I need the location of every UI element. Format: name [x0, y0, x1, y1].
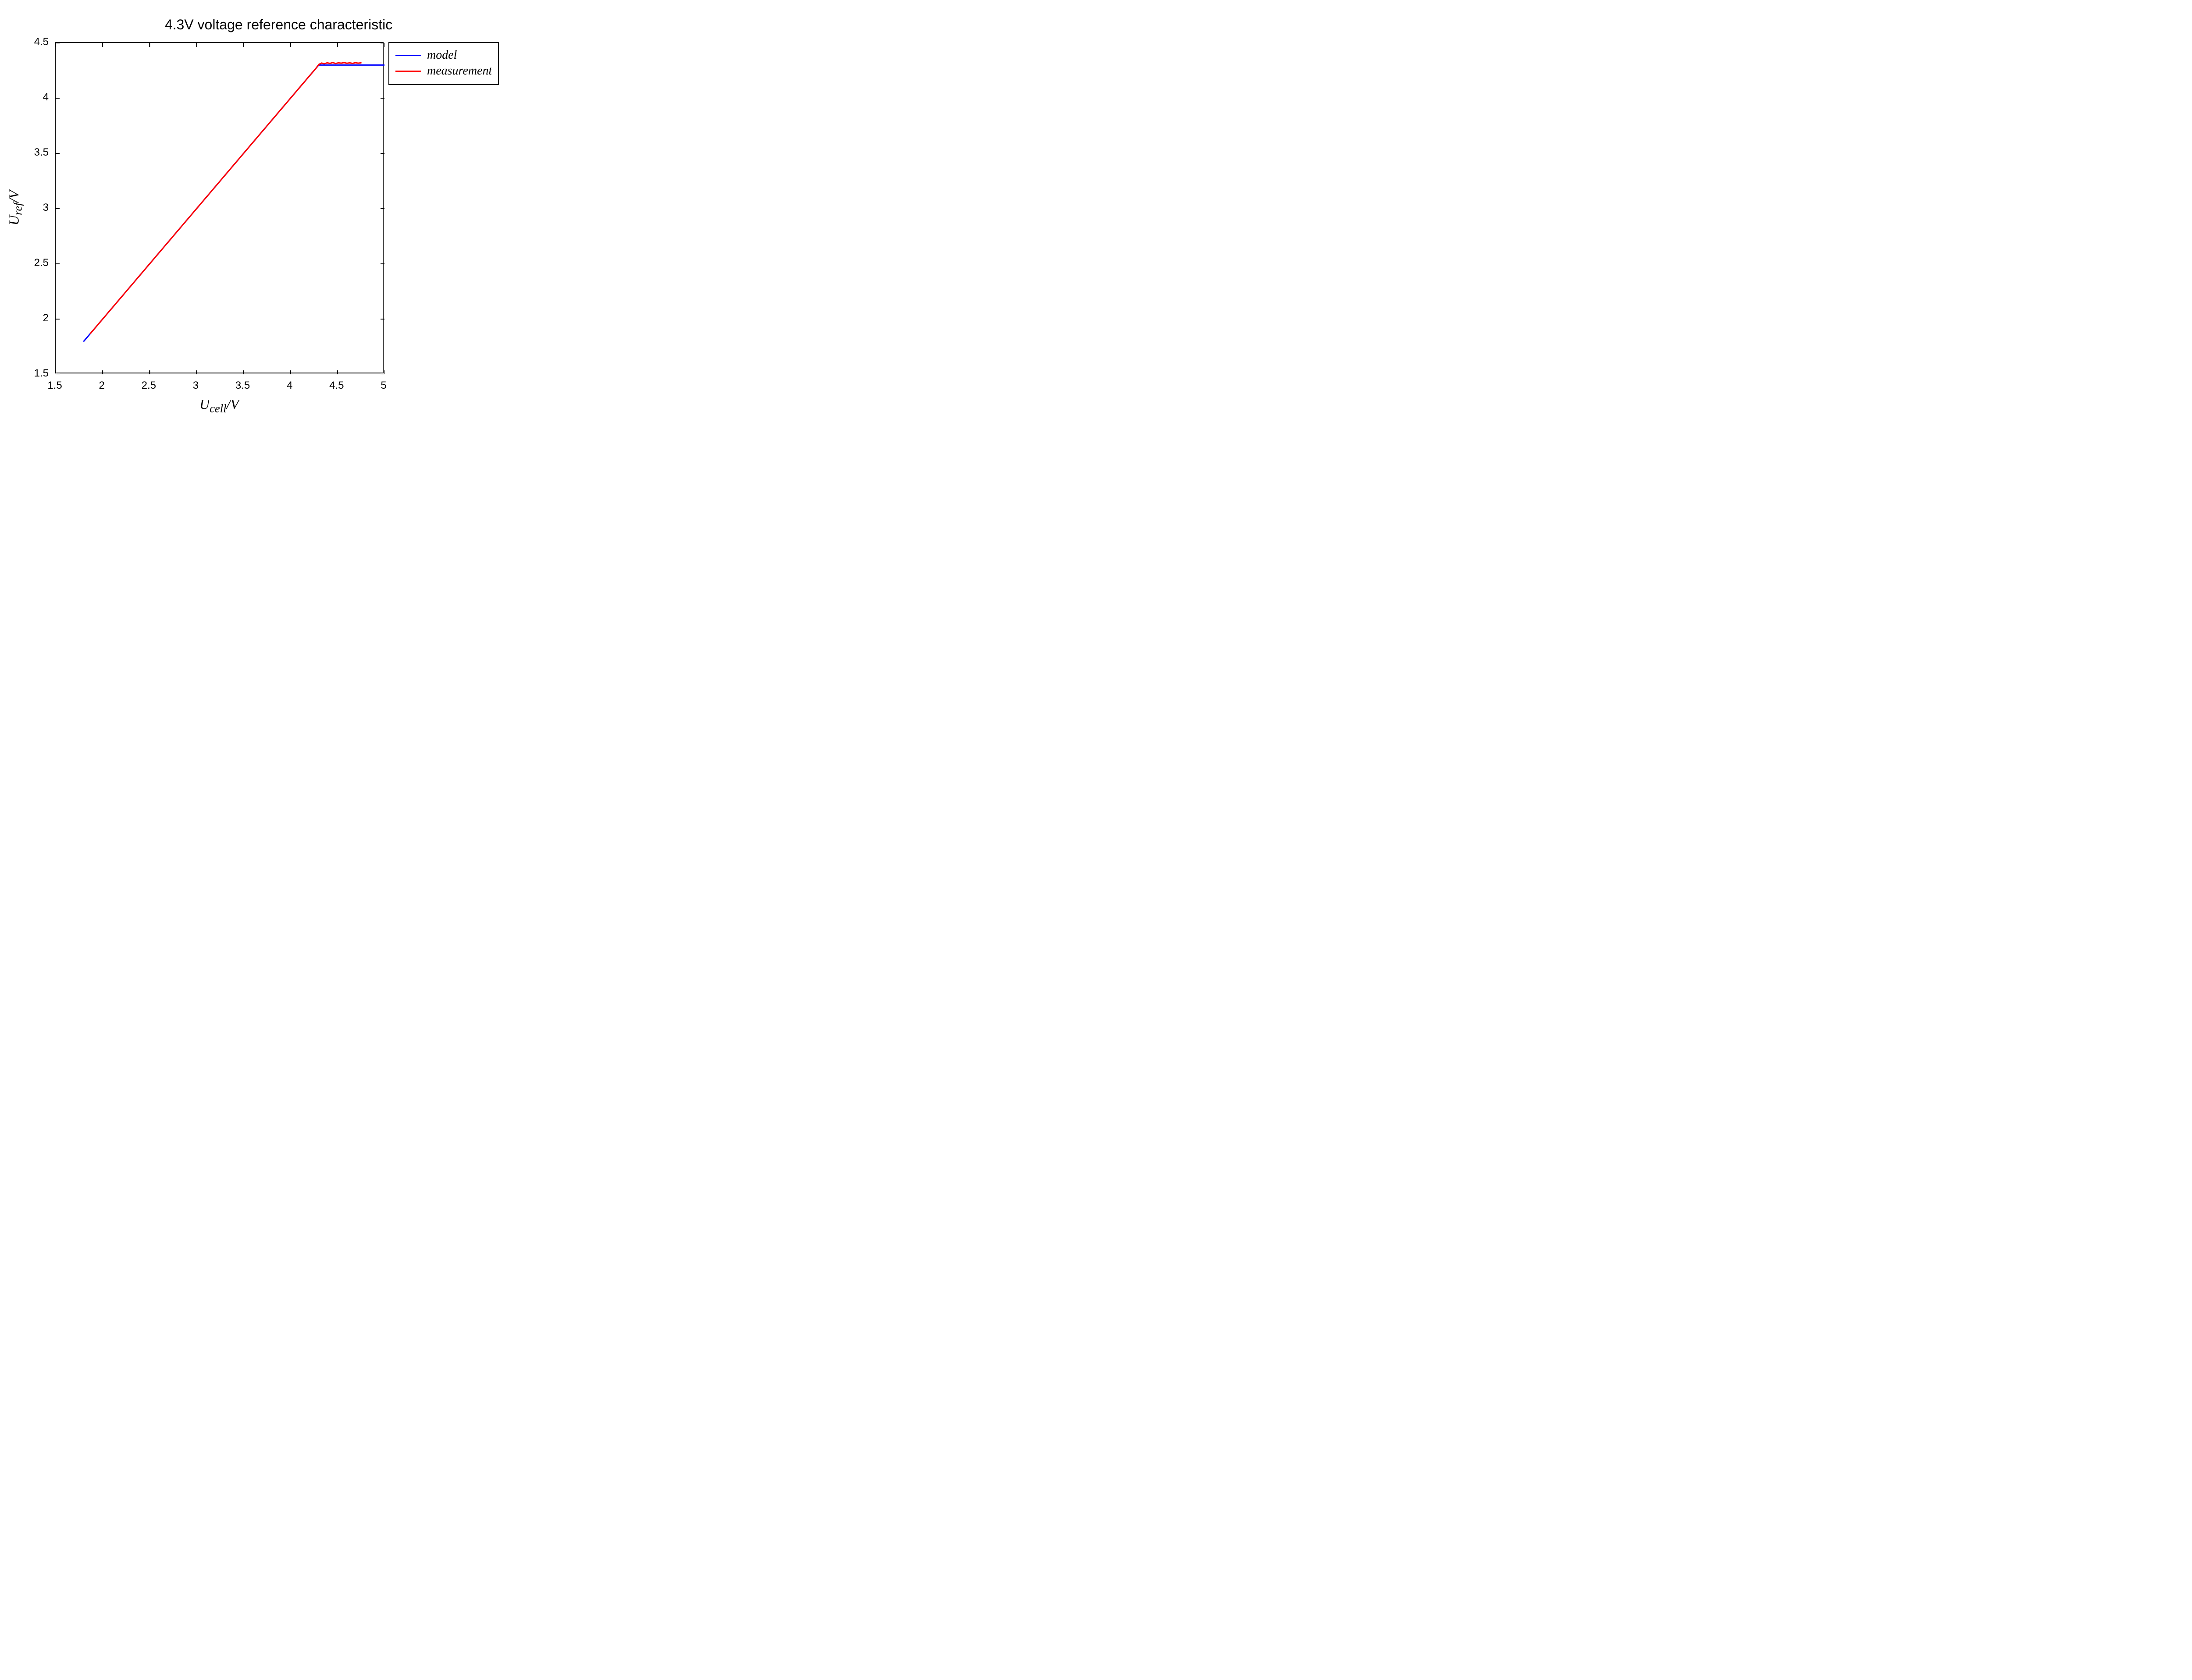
y-tick-label: 3 — [43, 202, 49, 214]
x-tick-label: 3 — [193, 380, 199, 392]
x-tick-label: 4.5 — [329, 380, 344, 392]
x-tick-label: 2 — [99, 380, 104, 392]
x-axis-label: Ucell/V — [199, 396, 239, 415]
plot-svg — [56, 43, 384, 374]
chart-container: 4.3V voltage reference characteristic Uc… — [0, 0, 557, 420]
x-tick-label: 2.5 — [142, 380, 156, 392]
legend-item: measurement — [395, 64, 492, 78]
x-tick-label: 5 — [381, 380, 386, 392]
chart-title: 4.3V voltage reference characteristic — [0, 17, 557, 33]
legend: model measurement — [388, 42, 499, 85]
plot-area — [55, 42, 384, 373]
series-measurement — [90, 63, 361, 334]
y-tick-label: 3.5 — [34, 146, 49, 159]
y-axis-label: Uref/V — [6, 190, 25, 225]
legend-swatch — [395, 55, 421, 56]
y-tick-label: 1.5 — [34, 367, 49, 380]
legend-swatch — [395, 71, 421, 72]
x-tick-label: 3.5 — [235, 380, 250, 392]
y-tick-label: 2 — [43, 312, 49, 324]
y-tick-label: 4.5 — [34, 36, 49, 48]
legend-label: measurement — [427, 64, 492, 78]
x-tick-label: 1.5 — [47, 380, 62, 392]
series-model — [84, 65, 384, 341]
legend-label: model — [427, 48, 457, 62]
y-tick-label: 4 — [43, 91, 49, 103]
y-tick-label: 2.5 — [34, 257, 49, 269]
legend-item: model — [395, 48, 492, 62]
x-tick-label: 4 — [287, 380, 292, 392]
